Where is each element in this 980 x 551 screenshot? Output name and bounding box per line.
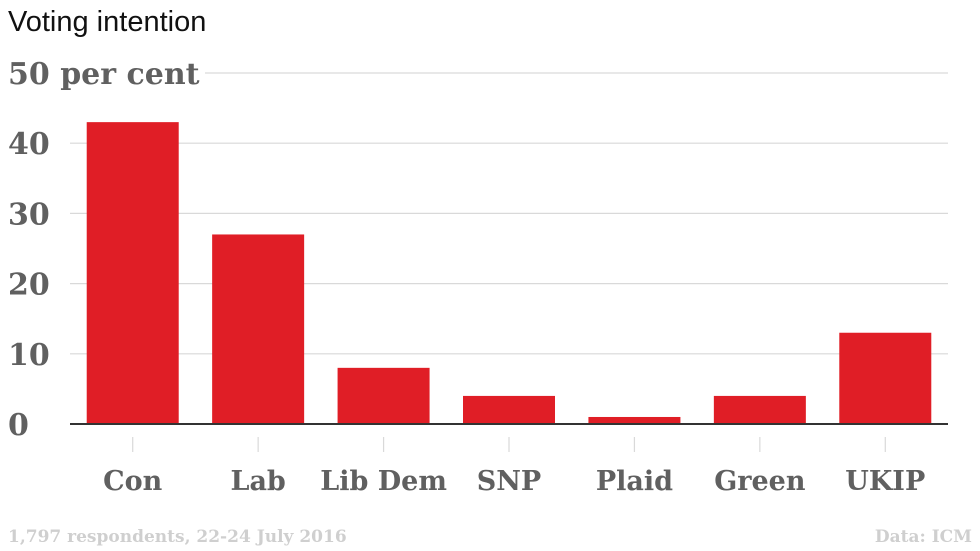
x-tick-label: Lib Dem: [320, 466, 447, 497]
gridlines: [70, 72, 948, 355]
y-tick-label: 50 per cent: [8, 57, 200, 92]
x-tick-label: Green: [714, 466, 806, 497]
bar-lab: [212, 234, 305, 424]
bar-snp: [463, 395, 555, 424]
y-tick-label: 40: [8, 127, 50, 162]
bar-green: [713, 395, 806, 424]
y-tick-label: 10: [8, 338, 50, 373]
x-tick-label: Plaid: [596, 466, 673, 497]
x-tick-label: UKIP: [845, 466, 925, 497]
y-tick-label: 0: [8, 408, 29, 443]
x-tick-label: Con: [103, 466, 162, 497]
bar-lib-dem: [337, 367, 430, 424]
bar-plaid: [588, 416, 681, 424]
bar-con: [86, 122, 179, 424]
x-tick-label: SNP: [477, 466, 541, 497]
data-source: Data: ICM: [874, 527, 972, 547]
x-axis-ticks: Con Lab Lib Dem SNP Plaid Green UKIP: [103, 437, 925, 497]
chart-title: Voting intention: [8, 6, 207, 38]
y-axis-ticks: 0 10 20 30 40 50 per cent: [8, 57, 200, 443]
x-tick-label: Lab: [230, 466, 285, 497]
respondents-note: 1,797 respondents, 22-24 July 2016: [8, 527, 347, 547]
bar-ukip: [839, 332, 932, 424]
bars: [86, 122, 932, 424]
y-tick-label: 30: [8, 197, 50, 232]
y-tick-label: 20: [8, 268, 50, 303]
